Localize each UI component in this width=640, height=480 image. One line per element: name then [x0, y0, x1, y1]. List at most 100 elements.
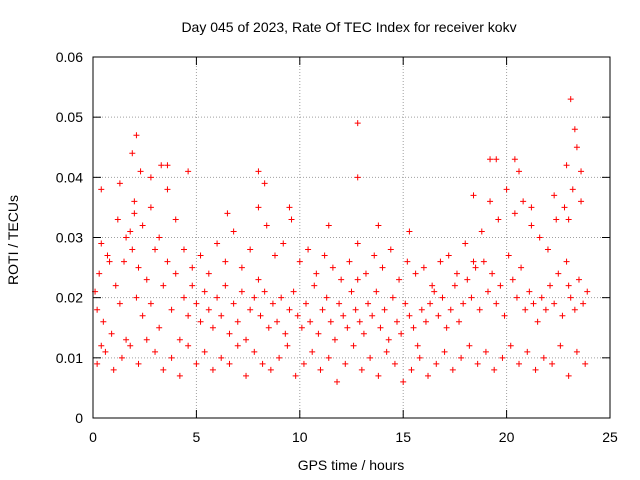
data-point — [551, 192, 558, 199]
x-tick-label: 15 — [395, 429, 411, 445]
data-point — [189, 264, 196, 271]
data-point — [129, 150, 136, 157]
data-point — [425, 372, 432, 379]
data-point — [493, 300, 500, 307]
data-point — [94, 360, 101, 367]
data-point — [354, 276, 361, 283]
data-point — [280, 240, 287, 247]
data-point — [495, 216, 502, 223]
data-point — [441, 348, 448, 355]
data-point — [110, 366, 117, 373]
data-point — [104, 252, 111, 259]
data-point — [296, 258, 303, 265]
data-point — [540, 354, 547, 361]
data-point — [300, 360, 307, 367]
data-point — [360, 330, 367, 337]
data-point — [511, 210, 518, 217]
data-point — [286, 204, 293, 211]
data-point — [168, 306, 175, 313]
data-point — [307, 318, 314, 325]
data-point — [168, 354, 175, 361]
y-tick-label: 0.02 — [56, 290, 83, 306]
data-point — [435, 312, 442, 319]
data-point — [123, 336, 130, 343]
data-point — [503, 186, 510, 193]
data-point — [352, 306, 359, 313]
data-point — [127, 228, 134, 235]
data-point — [557, 342, 564, 349]
data-point — [528, 222, 535, 229]
data-point — [286, 306, 293, 313]
data-point — [354, 240, 361, 247]
data-point — [164, 162, 171, 169]
data-point — [462, 240, 469, 247]
data-point — [176, 372, 183, 379]
data-point — [547, 282, 554, 289]
data-point — [255, 204, 262, 211]
data-point — [334, 378, 341, 385]
chart-title: Day 045 of 2023, Rate Of TEC Index for r… — [181, 19, 516, 35]
data-point — [354, 174, 361, 181]
data-point — [565, 216, 572, 223]
data-point — [127, 342, 134, 349]
data-point — [563, 162, 570, 169]
data-point — [226, 330, 233, 337]
data-point — [584, 288, 591, 295]
data-point — [313, 270, 320, 277]
data-point — [143, 276, 150, 283]
data-point — [294, 312, 301, 319]
data-point — [315, 330, 322, 337]
data-point — [131, 198, 138, 205]
data-point — [133, 132, 140, 139]
data-point — [509, 276, 516, 283]
data-point — [201, 288, 208, 295]
axis-ticks: 0 5 10 15 20 25 0 0.01 0.02 0.03 0.04 0.05 0.06 — [56, 49, 618, 445]
data-point — [274, 318, 281, 325]
data-point — [487, 198, 494, 205]
data-point — [108, 330, 115, 337]
data-point — [398, 330, 405, 337]
data-point — [410, 324, 417, 331]
data-point — [565, 282, 572, 289]
data-point — [412, 270, 419, 277]
data-point — [118, 354, 125, 361]
data-point — [420, 264, 427, 271]
data-point — [158, 162, 165, 169]
data-point — [321, 252, 328, 259]
data-point — [261, 180, 268, 187]
data-point — [571, 126, 578, 133]
data-point — [379, 264, 386, 271]
data-point — [271, 252, 278, 259]
data-point — [147, 204, 154, 211]
data-point — [290, 288, 297, 295]
data-point — [327, 318, 334, 325]
x-axis-label: GPS time / hours — [298, 457, 405, 473]
data-point — [172, 216, 179, 223]
data-point — [176, 336, 183, 343]
data-point — [243, 336, 250, 343]
data-point — [102, 348, 109, 355]
data-point — [263, 222, 270, 229]
data-point — [573, 144, 580, 151]
data-point — [532, 366, 539, 373]
data-point — [234, 318, 241, 325]
data-point — [505, 252, 512, 259]
data-point — [172, 270, 179, 277]
data-point — [476, 306, 483, 313]
data-point — [433, 360, 440, 367]
data-point — [222, 258, 229, 265]
data-point — [534, 318, 541, 325]
data-point — [375, 372, 382, 379]
data-point — [575, 276, 582, 283]
data-point — [422, 318, 429, 325]
data-point — [501, 312, 508, 319]
data-point — [528, 204, 535, 211]
data-point — [408, 366, 415, 373]
data-point — [139, 312, 146, 319]
y-tick-label: 0.03 — [56, 230, 83, 246]
data-point — [323, 294, 330, 301]
data-point — [135, 360, 142, 367]
data-point — [445, 252, 452, 259]
data-point — [549, 360, 556, 367]
data-point — [507, 342, 514, 349]
